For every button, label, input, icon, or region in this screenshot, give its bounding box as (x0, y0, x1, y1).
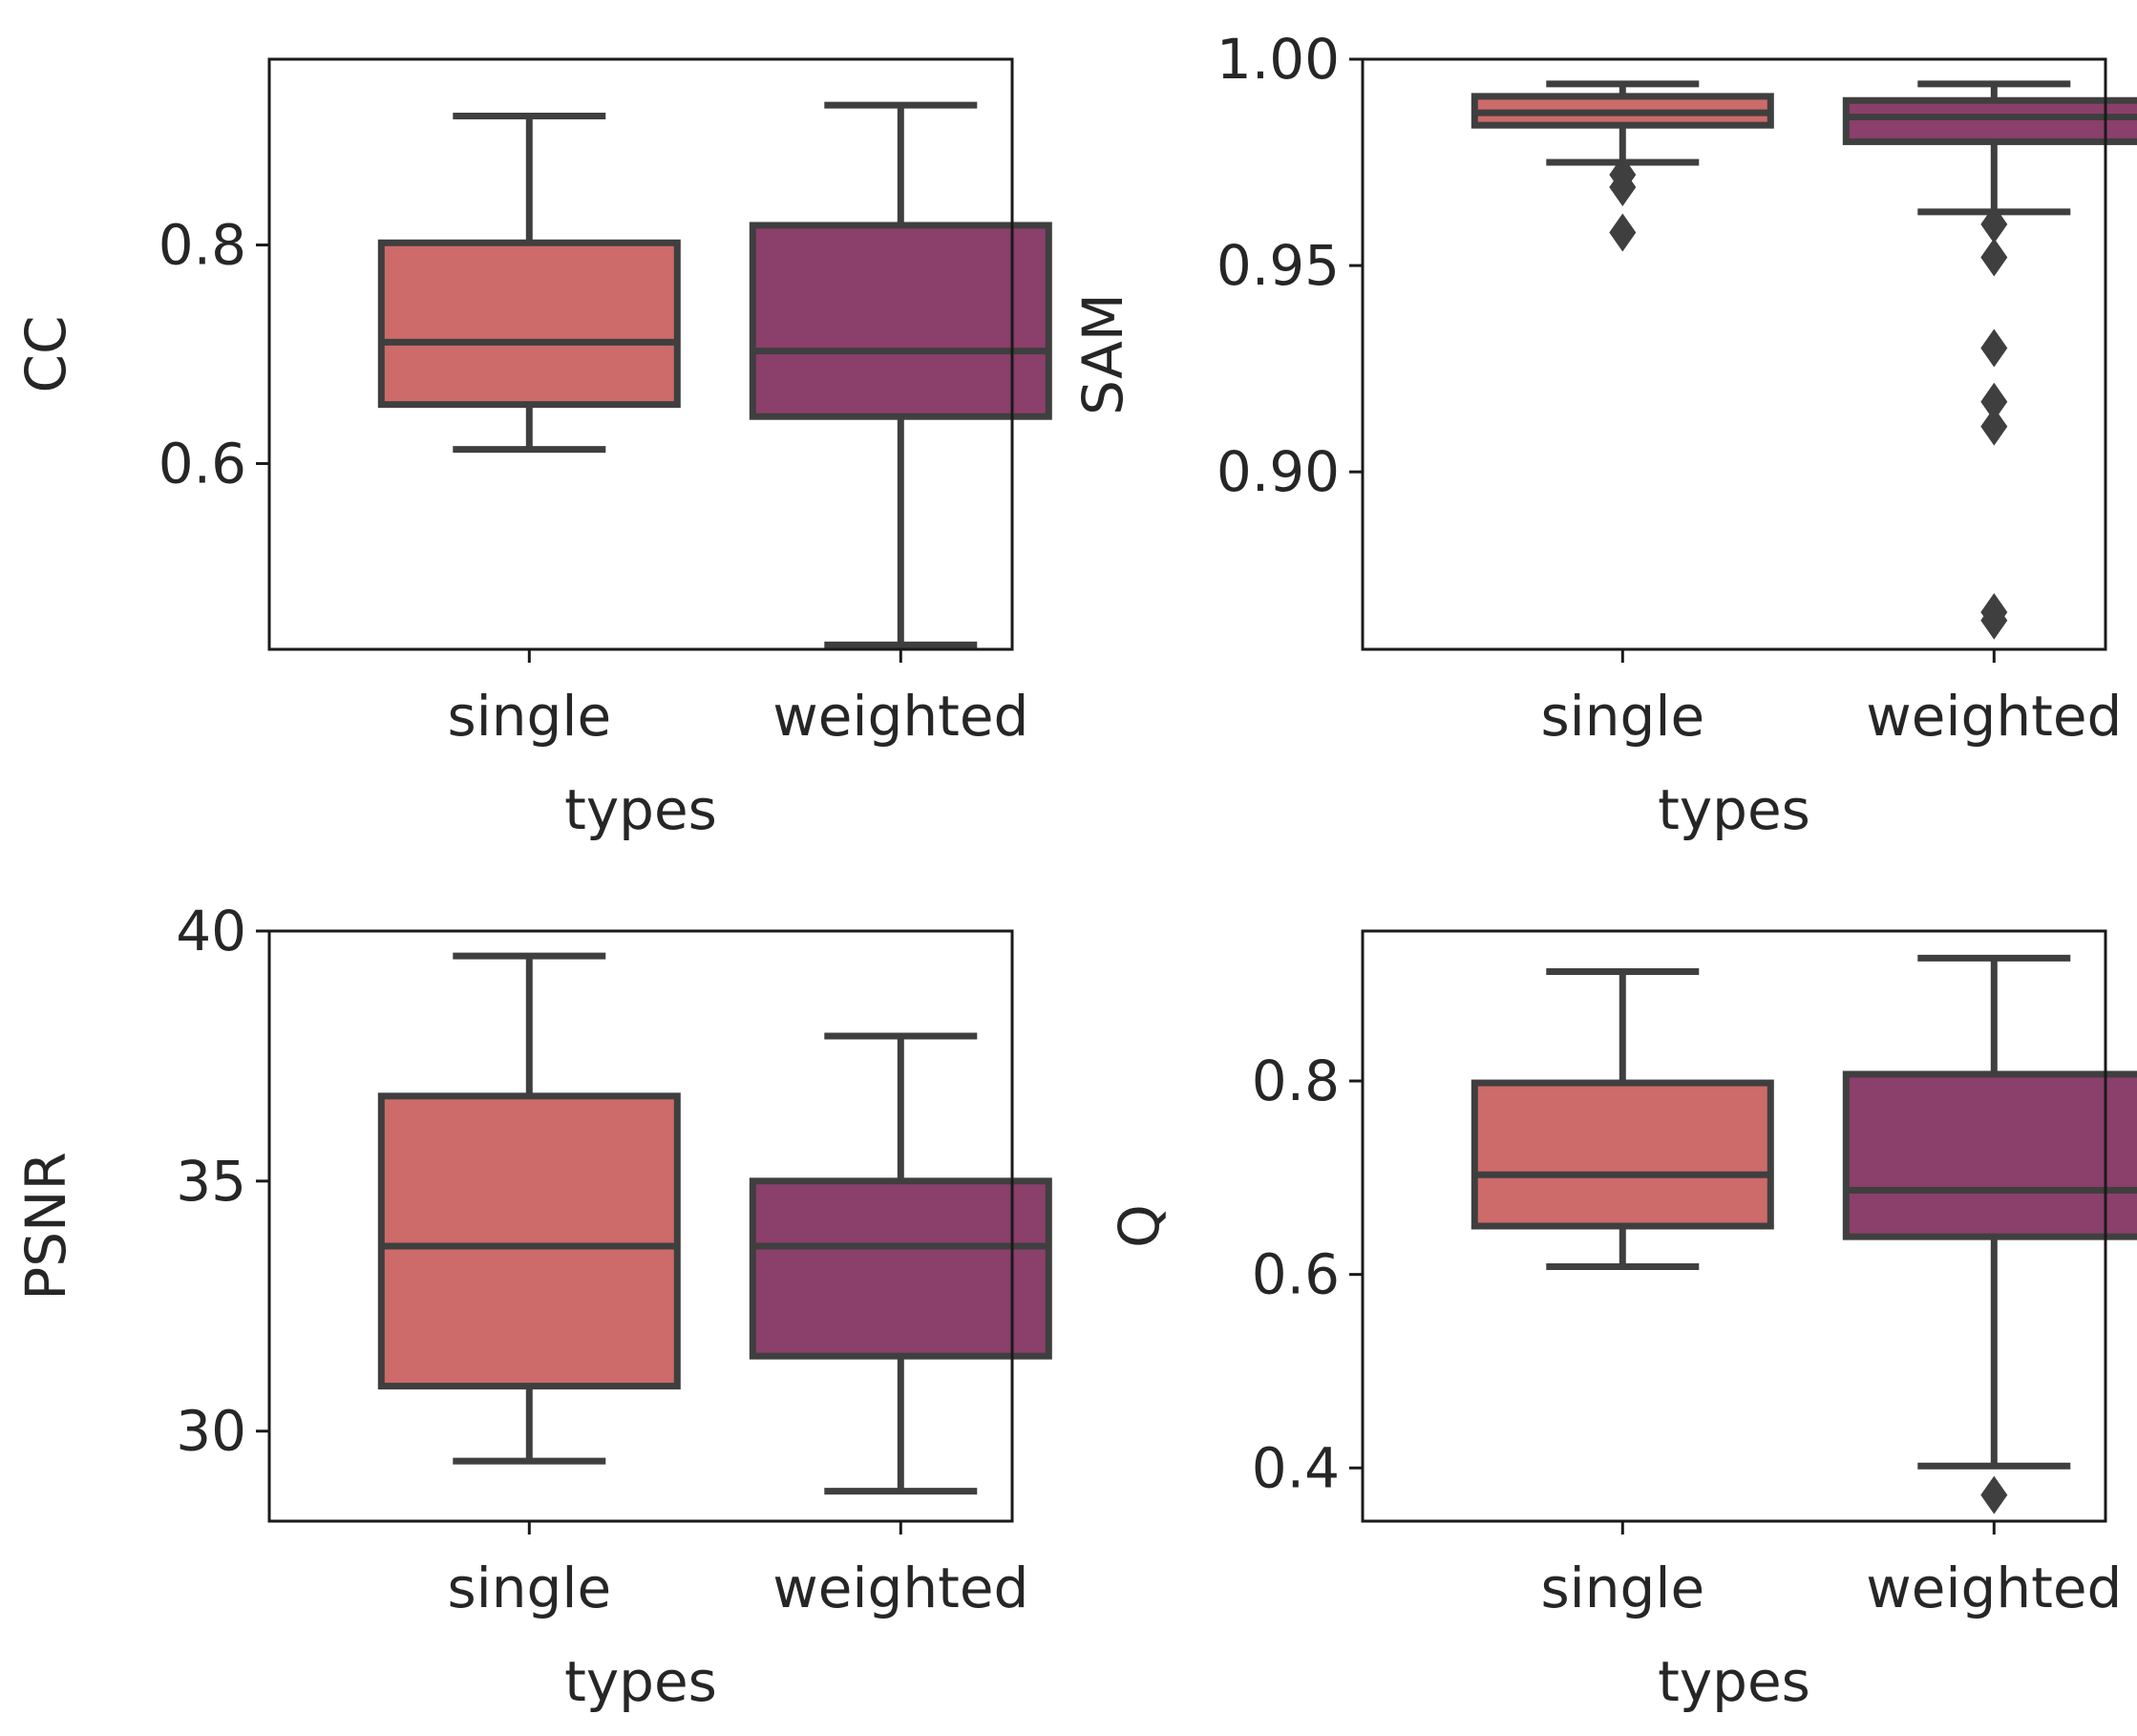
outlier-point (1609, 167, 1637, 206)
chart-panel-sam: single weighted 0.90 0.95 1.00 types SAM (1070, 27, 2137, 842)
box-single (377, 113, 681, 454)
y-tick-label: 0.8 (1252, 1048, 1340, 1113)
axes-frame (267, 929, 1014, 1523)
outlier-point (1609, 213, 1637, 252)
y-tick-label: 30 (176, 1399, 246, 1464)
outlier-point (1980, 382, 2008, 421)
box-weighted (1842, 954, 2137, 1514)
y-tick-label: 0.6 (159, 431, 246, 496)
chart-panel-psnr: single weighted 30 35 40 types PSNR (13, 899, 1052, 1714)
x-axis-label: types (1658, 1649, 1810, 1714)
box-weighted (749, 1032, 1052, 1495)
y-tick-label: 0.4 (1252, 1435, 1340, 1500)
iqr-box (377, 239, 681, 409)
x-axis-label: types (564, 1649, 717, 1714)
outlier-point (1980, 238, 2008, 277)
outlier-point (1980, 407, 2008, 446)
y-axis-label: Q (1107, 1204, 1172, 1248)
axes-frame (1361, 929, 2107, 1523)
outlier-point (1980, 328, 2008, 368)
y-axis-label: CC (13, 316, 78, 393)
y-axis-label: SAM (1070, 293, 1135, 415)
x-tick-label: weighted (1866, 1556, 2122, 1620)
outlier-point (1980, 204, 2008, 243)
iqr-box (1842, 1070, 2137, 1240)
chart-panel-cc: single weighted 0.6 0.8 types CC (13, 57, 1052, 842)
y-tick-label: 0.90 (1217, 439, 1340, 504)
x-tick-label: weighted (772, 1556, 1028, 1620)
x-tick-label: single (447, 1556, 611, 1620)
chart-panel-q: single weighted 0.4 0.6 0.8 types Q (1107, 929, 2137, 1714)
iqr-box (377, 1092, 681, 1390)
iqr-box (749, 1177, 1052, 1360)
x-tick-label: weighted (772, 684, 1028, 749)
box-single (1471, 80, 1774, 252)
x-tick-label: single (1540, 1556, 1704, 1620)
x-tick-label: weighted (1866, 684, 2122, 749)
outlier-point (1980, 1475, 2008, 1514)
box-weighted (1842, 80, 2137, 640)
y-tick-label: 1.00 (1217, 27, 1340, 92)
x-axis-label: types (1658, 777, 1810, 842)
x-tick-label: single (447, 684, 611, 749)
axes-frame (267, 57, 1014, 651)
y-tick-label: 0.95 (1217, 233, 1340, 298)
y-tick-label: 0.6 (1252, 1242, 1340, 1307)
x-axis-label: types (564, 777, 717, 842)
box-single (1471, 968, 1774, 1271)
y-tick-label: 35 (176, 1149, 246, 1214)
iqr-box (749, 222, 1052, 420)
iqr-box (1842, 96, 2137, 145)
y-tick-label: 40 (176, 899, 246, 963)
y-tick-label: 0.8 (159, 213, 246, 278)
axes-frame (1361, 57, 2107, 651)
outlier-point (1980, 601, 2008, 640)
iqr-box (1471, 1079, 1774, 1230)
box-weighted (749, 101, 1052, 648)
y-axis-label: PSNR (13, 1152, 78, 1300)
x-tick-label: single (1540, 684, 1704, 749)
box-single (377, 952, 681, 1465)
